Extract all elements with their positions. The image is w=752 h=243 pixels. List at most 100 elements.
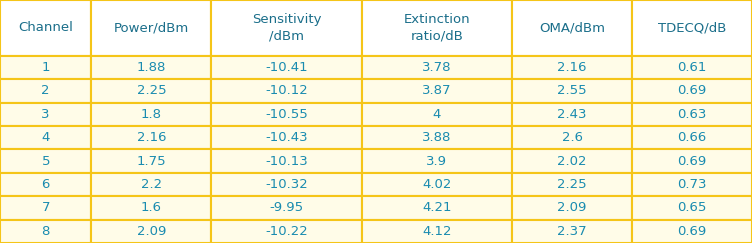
Bar: [92, 149, 211, 173]
Bar: [0, 103, 92, 126]
Text: 1: 1: [41, 61, 50, 74]
Bar: [362, 103, 512, 126]
Bar: [0, 173, 92, 196]
Text: 0.63: 0.63: [678, 108, 707, 121]
Text: TDECQ/dB: TDECQ/dB: [658, 21, 726, 35]
Bar: [0, 56, 92, 79]
Bar: [632, 0, 752, 56]
Text: 5: 5: [41, 155, 50, 168]
Bar: [362, 220, 512, 243]
Bar: [362, 56, 512, 79]
Text: 2.16: 2.16: [557, 61, 587, 74]
Bar: [632, 103, 752, 126]
Text: 1.8: 1.8: [141, 108, 162, 121]
Text: 2.09: 2.09: [557, 201, 587, 214]
Text: 0.66: 0.66: [678, 131, 707, 144]
Text: 1.88: 1.88: [137, 61, 166, 74]
Text: 0.61: 0.61: [678, 61, 707, 74]
Bar: [632, 149, 752, 173]
Text: -10.41: -10.41: [265, 61, 308, 74]
Bar: [211, 103, 362, 126]
Text: 3.9: 3.9: [426, 155, 447, 168]
Bar: [632, 79, 752, 103]
Text: 0.69: 0.69: [678, 155, 707, 168]
Bar: [92, 56, 211, 79]
Text: Extinction
ratio/dB: Extinction ratio/dB: [404, 13, 470, 43]
Bar: [362, 126, 512, 149]
Text: 3.88: 3.88: [423, 131, 452, 144]
Bar: [0, 0, 92, 56]
Bar: [362, 173, 512, 196]
Bar: [632, 220, 752, 243]
Bar: [512, 0, 632, 56]
Bar: [92, 126, 211, 149]
Bar: [632, 196, 752, 220]
Text: 2.2: 2.2: [141, 178, 162, 191]
Text: -10.32: -10.32: [265, 178, 308, 191]
Bar: [362, 196, 512, 220]
Bar: [0, 220, 92, 243]
Bar: [211, 79, 362, 103]
Bar: [362, 0, 512, 56]
Bar: [632, 173, 752, 196]
Bar: [211, 0, 362, 56]
Bar: [512, 126, 632, 149]
Text: 4.12: 4.12: [422, 225, 452, 238]
Text: -10.13: -10.13: [265, 155, 308, 168]
Bar: [211, 149, 362, 173]
Text: 1.6: 1.6: [141, 201, 162, 214]
Text: OMA/dBm: OMA/dBm: [539, 21, 605, 35]
Bar: [362, 79, 512, 103]
Bar: [92, 0, 211, 56]
Text: 2.25: 2.25: [137, 85, 166, 97]
Text: 2: 2: [41, 85, 50, 97]
Bar: [0, 196, 92, 220]
Text: 6: 6: [41, 178, 50, 191]
Text: 0.69: 0.69: [678, 225, 707, 238]
Bar: [0, 79, 92, 103]
Text: 2.37: 2.37: [557, 225, 587, 238]
Text: 7: 7: [41, 201, 50, 214]
Text: 2.6: 2.6: [562, 131, 583, 144]
Bar: [632, 56, 752, 79]
Bar: [362, 149, 512, 173]
Bar: [211, 196, 362, 220]
Text: -10.43: -10.43: [265, 131, 308, 144]
Text: -10.55: -10.55: [265, 108, 308, 121]
Bar: [0, 149, 92, 173]
Bar: [512, 173, 632, 196]
Text: 0.73: 0.73: [678, 178, 707, 191]
Text: 2.43: 2.43: [557, 108, 587, 121]
Bar: [512, 220, 632, 243]
Text: 2.25: 2.25: [557, 178, 587, 191]
Text: 2.02: 2.02: [557, 155, 587, 168]
Text: Sensitivity
/dBm: Sensitivity /dBm: [252, 13, 321, 43]
Bar: [211, 56, 362, 79]
Bar: [512, 79, 632, 103]
Text: 4: 4: [433, 108, 441, 121]
Text: 1.75: 1.75: [137, 155, 166, 168]
Text: 0.69: 0.69: [678, 85, 707, 97]
Text: 3.87: 3.87: [422, 85, 452, 97]
Bar: [0, 126, 92, 149]
Bar: [512, 196, 632, 220]
Bar: [211, 173, 362, 196]
Bar: [632, 126, 752, 149]
Bar: [92, 220, 211, 243]
Bar: [512, 103, 632, 126]
Text: -9.95: -9.95: [269, 201, 304, 214]
Text: 3.78: 3.78: [422, 61, 452, 74]
Bar: [92, 173, 211, 196]
Text: 8: 8: [41, 225, 50, 238]
Text: Power/dBm: Power/dBm: [114, 21, 189, 35]
Text: 4: 4: [41, 131, 50, 144]
Text: 2.55: 2.55: [557, 85, 587, 97]
Text: 4.02: 4.02: [423, 178, 452, 191]
Bar: [92, 196, 211, 220]
Bar: [512, 56, 632, 79]
Text: 3: 3: [41, 108, 50, 121]
Bar: [512, 149, 632, 173]
Text: -10.12: -10.12: [265, 85, 308, 97]
Bar: [92, 103, 211, 126]
Text: 0.65: 0.65: [678, 201, 707, 214]
